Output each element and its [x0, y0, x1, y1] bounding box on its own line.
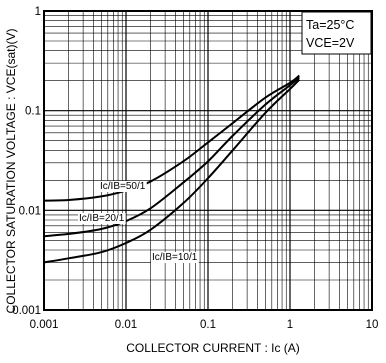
- x-tick-label: 1: [287, 319, 293, 331]
- x-tick-label: 0.01: [115, 319, 137, 331]
- x-tick-label: 0.001: [30, 319, 59, 331]
- series-line-50: [43, 74, 300, 202]
- curve-labels: Ic/IB=50/1 Ic/IB=20/1 Ic/IB=10/1: [78, 181, 199, 263]
- series-line-20: [43, 76, 300, 238]
- condition-temperature: Ta=25°C: [306, 18, 354, 32]
- condition-box: Ta=25°C VCE=2V: [301, 11, 372, 55]
- curve-label-backing: [78, 213, 126, 224]
- condition-vce: VCE=2V: [306, 36, 355, 50]
- x-tick-label: 10: [366, 319, 379, 331]
- y-tick-label: 0.01: [19, 205, 41, 217]
- curve-label-20: Ic/IB=20/1: [79, 213, 125, 224]
- series-line-10: [43, 78, 301, 264]
- condition-box-frame: [301, 11, 372, 55]
- y-axis-label: COLLECTOR SATURATION VOLTAGE : VCE(sat)(…: [4, 29, 18, 314]
- y-tick-label: 0.1: [25, 106, 41, 118]
- series-layer: [43, 74, 301, 264]
- curve-label-backing: [99, 181, 147, 192]
- curve-label-50: Ic/IB=50/1: [100, 181, 146, 192]
- y-tick-label: 0.001: [12, 305, 41, 317]
- curve-label-backing: [151, 252, 199, 263]
- x-tick-label: 0.1: [200, 319, 216, 331]
- plot-frame: [43, 10, 373, 311]
- tick-labels: 0.001 0.01 0.1 1 10 1 0.1 0.01 0.001: [12, 6, 378, 331]
- x-axis-label: COLLECTOR CURRENT : Ic (A): [126, 341, 300, 355]
- curve-label-10: Ic/IB=10/1: [152, 252, 198, 263]
- y-tick-label: 1: [35, 6, 41, 18]
